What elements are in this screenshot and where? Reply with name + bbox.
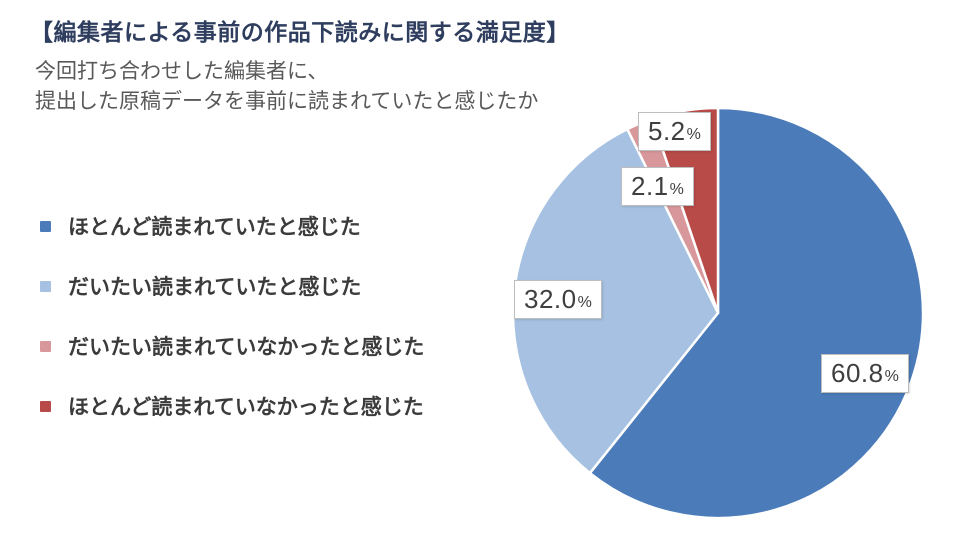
pie-slice-0 <box>588 106 925 520</box>
legend-label: ほとんど読まれていなかったと感じた <box>68 396 424 419</box>
legend-swatch-icon <box>40 220 51 232</box>
data-label-value: 5.2 <box>648 116 686 146</box>
legend-item-0: ほとんど読まれていたと感じた <box>40 214 424 239</box>
chart-question-line1: 今回打ち合わせした編集者に、 <box>35 60 329 83</box>
legend-label: だいたい読まれていなかったと感じた <box>68 336 425 359</box>
percent-sign: % <box>577 294 592 311</box>
legend-item-1: だいたい読まれていたと感じた <box>40 274 424 299</box>
data-label-60-8: 60.8% <box>821 354 909 393</box>
legend-swatch-icon <box>40 400 51 412</box>
legend-item-2: だいたい読まれていなかったと感じた <box>40 334 425 359</box>
data-label-2-1: 2.1% <box>621 167 694 206</box>
legend-item-3: ほとんど読まれていなかったと感じた <box>40 394 424 419</box>
data-label-value: 2.1 <box>631 171 669 201</box>
data-label-value: 32.0 <box>524 284 577 314</box>
legend-label: だいたい読まれていたと感じた <box>68 276 362 299</box>
legend-label: ほとんど読まれていたと感じた <box>68 216 361 239</box>
percent-sign: % <box>669 181 684 198</box>
data-label-5-2: 5.2% <box>638 112 711 151</box>
percent-sign: % <box>686 126 701 143</box>
chart-question-line2: 提出した原稿データを事前に読まれていたと感じたか <box>35 90 539 113</box>
page-title: 【編集者による事前の作品下読みに関する満足度】 <box>30 19 570 45</box>
percent-sign: % <box>884 368 899 385</box>
legend-swatch-icon <box>40 340 51 352</box>
data-label-value: 60.8 <box>831 358 884 388</box>
legend-swatch-icon <box>40 280 51 292</box>
chart-question: 今回打ち合わせした編集者に、 提出した原稿データを事前に読まれていたと感じたか <box>35 57 538 117</box>
data-label-32-0: 32.0% <box>514 280 602 319</box>
chart-legend: ほとんど読まれていたと感じた だいたい読まれていたと感じただいたい読まれていなかっ… <box>40 214 424 454</box>
